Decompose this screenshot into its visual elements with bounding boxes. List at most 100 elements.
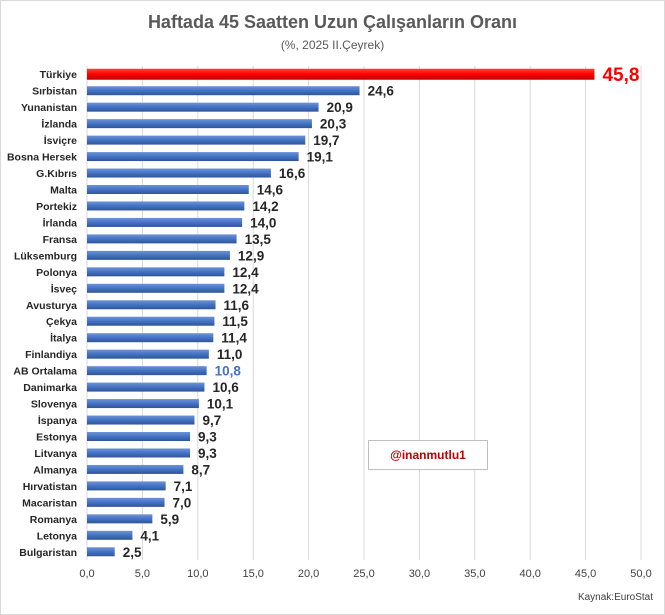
- category-label: Sırbistan: [32, 86, 77, 98]
- bar: [87, 333, 214, 343]
- value-label: 11,4: [221, 331, 247, 346]
- category-label: Romanya: [30, 514, 77, 526]
- bar: [87, 86, 360, 96]
- value-labels: 45,8 24,6 20,9 20,319,7 19,116,6 14,614,214,0…: [123, 65, 640, 560]
- category-label: Türkiye: [40, 69, 78, 81]
- category-label: Portekiz: [36, 201, 77, 213]
- category-label: Lüksemburg: [14, 250, 77, 262]
- bar: [87, 152, 299, 162]
- category-label: İsveç: [51, 282, 77, 295]
- value-label: 20,9: [327, 100, 353, 115]
- bar: [87, 250, 230, 260]
- category-label: Hırvatistan: [23, 481, 77, 493]
- bar: [87, 415, 195, 425]
- x-tick-label: 50,0: [630, 568, 651, 580]
- value-label: 9,7: [202, 413, 221, 428]
- bar: [87, 135, 306, 145]
- bar: [87, 399, 199, 409]
- category-label: Çekya: [46, 316, 77, 328]
- category-label: Bulgaristan: [19, 547, 77, 559]
- value-label: 19,7: [313, 133, 339, 148]
- bar: [87, 119, 312, 129]
- category-label: Avusturya: [26, 300, 77, 312]
- x-tick-label: 10,0: [187, 568, 208, 580]
- bar: [87, 217, 243, 227]
- bar: [87, 300, 216, 310]
- bar: [87, 267, 225, 277]
- category-label: İzlanda: [41, 118, 77, 131]
- value-label: 9,3: [198, 430, 217, 445]
- bar: [87, 102, 319, 112]
- bar: [87, 185, 249, 194]
- value-label: 45,8: [602, 65, 639, 86]
- value-label: 7,1: [174, 479, 193, 494]
- category-label: Litvanya: [34, 448, 77, 460]
- x-tick-label: 30,0: [409, 568, 430, 580]
- x-tick-label: 45,0: [575, 568, 596, 580]
- bar: [87, 530, 133, 540]
- value-label: 14,2: [252, 199, 278, 214]
- category-label: Estonya: [36, 432, 77, 444]
- x-tick-label: 5,0: [135, 568, 150, 580]
- value-label: 10,1: [207, 397, 234, 412]
- category-label: Fransa: [43, 234, 78, 246]
- bar: [87, 283, 225, 293]
- category-label: Danimarka: [23, 382, 77, 394]
- value-label: 7,0: [173, 495, 192, 510]
- x-tick-label: 20,0: [298, 568, 319, 580]
- category-label: Finlandiya: [25, 349, 77, 361]
- value-label: 13,5: [245, 232, 272, 247]
- x-tick-label: 15,0: [242, 568, 263, 580]
- category-label: G.Kıbrıs: [36, 168, 77, 180]
- bar: [87, 382, 205, 392]
- value-label: 12,4: [232, 281, 259, 296]
- value-label: 14,0: [250, 215, 276, 230]
- bar: [87, 481, 166, 491]
- bar: [87, 234, 237, 244]
- value-label: 19,1: [307, 150, 334, 165]
- category-label: İspanya: [38, 414, 77, 427]
- bar: [87, 366, 207, 376]
- category-label: Almanya: [33, 464, 77, 476]
- value-label: 5,9: [160, 512, 179, 527]
- bar: [87, 514, 153, 524]
- category-labels: Türkiye Sırbistan Yunanistan İzlanda İsviçre…: [7, 69, 77, 559]
- category-label: İsviçre: [44, 134, 77, 147]
- chart-subtitle: (%, 2025 II.Çeyrek): [280, 38, 385, 52]
- category-label: AB Ortalama: [13, 366, 77, 378]
- x-tick-label: 40,0: [519, 568, 540, 580]
- value-label: 2,5: [123, 545, 142, 560]
- x-tick-label: 25,0: [353, 568, 374, 580]
- bar: [87, 201, 245, 211]
- category-label: Slovenya: [31, 399, 77, 411]
- x-tick-label: 35,0: [464, 568, 485, 580]
- bar: [87, 448, 191, 458]
- bars: [87, 68, 595, 557]
- value-label: 11,6: [224, 298, 250, 313]
- gridlines: [86, 66, 642, 560]
- value-label: 14,6: [257, 183, 284, 198]
- category-label: İtalya: [50, 332, 77, 345]
- value-label: 9,3: [198, 446, 217, 461]
- category-label: Malta: [50, 185, 77, 197]
- value-label: 12,9: [238, 248, 264, 263]
- category-label: Bosna Hersek: [7, 152, 77, 164]
- bar: [87, 316, 215, 326]
- bar: [87, 547, 115, 557]
- category-label: Macaristan: [22, 497, 77, 509]
- value-label: 20,3: [320, 117, 347, 132]
- bar: [87, 349, 209, 359]
- source-label: Kaynak:EuroStat: [577, 592, 653, 603]
- value-label: 12,4: [232, 265, 259, 280]
- x-tick-labels: 0,0 5,0 10,0 15,0 20,0 25,0 30,0 35,0 40,0 45,0 50…: [79, 568, 651, 580]
- value-label: 10,6: [212, 380, 239, 395]
- bar: [87, 168, 271, 178]
- bar: [87, 432, 191, 441]
- category-label: Yunanistan: [21, 102, 77, 114]
- x-tick-label: 0,0: [79, 568, 94, 580]
- value-label: 24,6: [368, 84, 395, 99]
- value-label: 16,6: [279, 166, 306, 181]
- bar: [87, 497, 165, 507]
- chart-title: Haftada 45 Saatten Uzun Çalışanların Ora…: [147, 12, 518, 32]
